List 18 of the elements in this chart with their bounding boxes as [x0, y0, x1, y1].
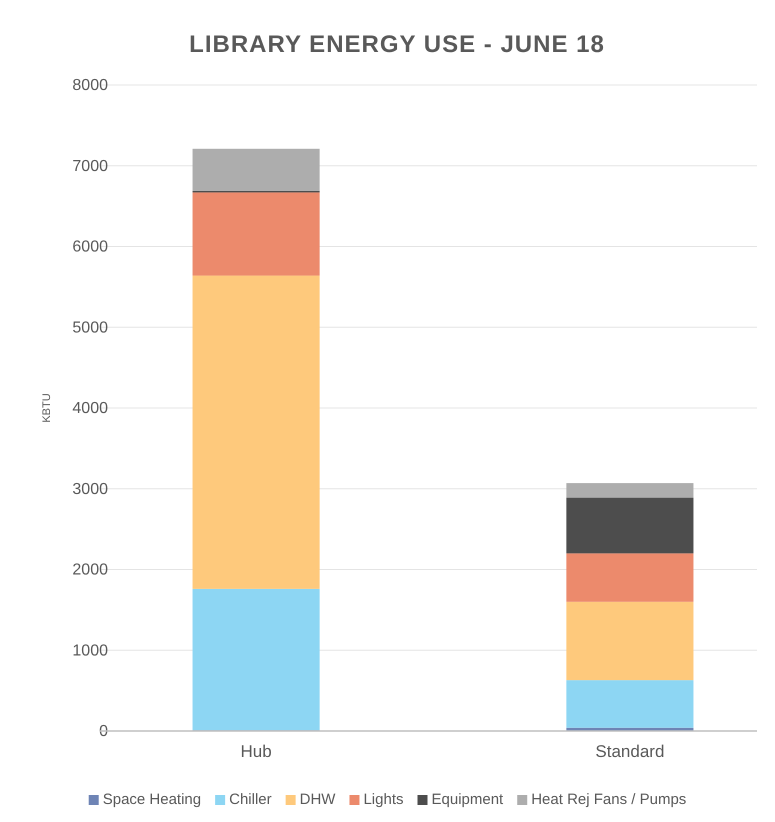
y-tick-label: 6000	[72, 238, 108, 256]
legend-label: Chiller	[229, 791, 272, 808]
chart-title: LIBRARY ENERGY USE - JUNE 18	[189, 31, 605, 58]
legend-label: Lights	[363, 791, 404, 808]
y-tick-label: 5000	[72, 319, 108, 336]
y-tick-label: 8000	[72, 77, 108, 94]
y-tick-label: 7000	[72, 158, 108, 175]
legend-label: Space Heating	[102, 791, 202, 808]
y-tick-label: 2000	[72, 562, 108, 579]
y-axis-title: KBTU	[41, 393, 53, 423]
x-tick-label: Standard	[595, 742, 664, 762]
y-tick-label: 4000	[72, 400, 108, 418]
legend-label: DHW	[300, 791, 336, 808]
y-tick-label: 3000	[72, 480, 108, 498]
y-tick-label: 1000	[72, 642, 108, 660]
legend-label: Equipment	[432, 791, 504, 808]
legend-label: Heat Rej Fans / Pumps	[531, 791, 686, 808]
x-tick-label: Hub	[240, 742, 272, 762]
